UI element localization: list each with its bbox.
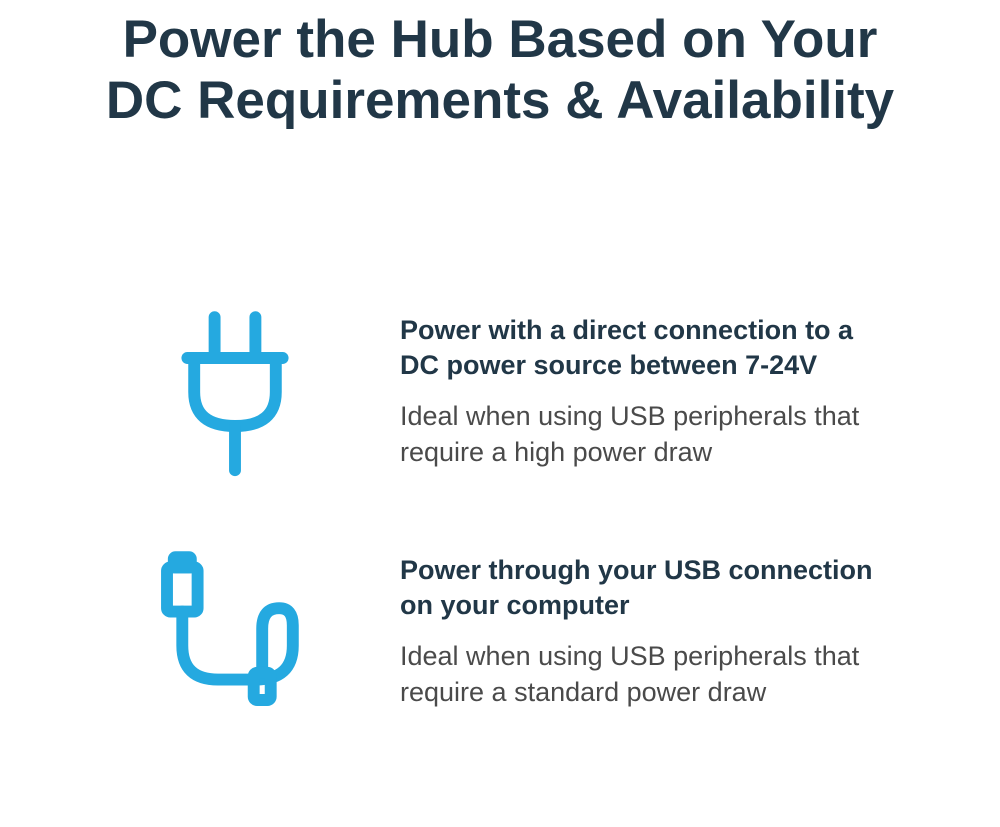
headline-line-1: Power the Hub Based on Your: [0, 10, 1000, 71]
headline-line-2: DC Requirements & Availability: [0, 71, 1000, 132]
page-headline: Power the Hub Based on Your DC Requireme…: [0, 0, 1000, 132]
feature-sub: Ideal when using USB peripherals that re…: [400, 398, 880, 471]
feature-text-dc-power: Power with a direct connection to a DC p…: [400, 313, 940, 470]
feature-text-usb-power: Power through your USB connection on you…: [400, 553, 940, 710]
usb-cable-icon: [150, 547, 320, 717]
feature-sub: Ideal when using USB peripherals that re…: [400, 638, 880, 711]
feature-row-usb-power: Power through your USB connection on you…: [150, 547, 940, 717]
plug-icon: [150, 307, 320, 477]
content-area: Power with a direct connection to a DC p…: [0, 132, 1000, 717]
feature-lede: Power with a direct connection to a DC p…: [400, 313, 880, 383]
feature-row-dc-power: Power with a direct connection to a DC p…: [150, 307, 940, 477]
feature-lede: Power through your USB connection on you…: [400, 553, 880, 623]
